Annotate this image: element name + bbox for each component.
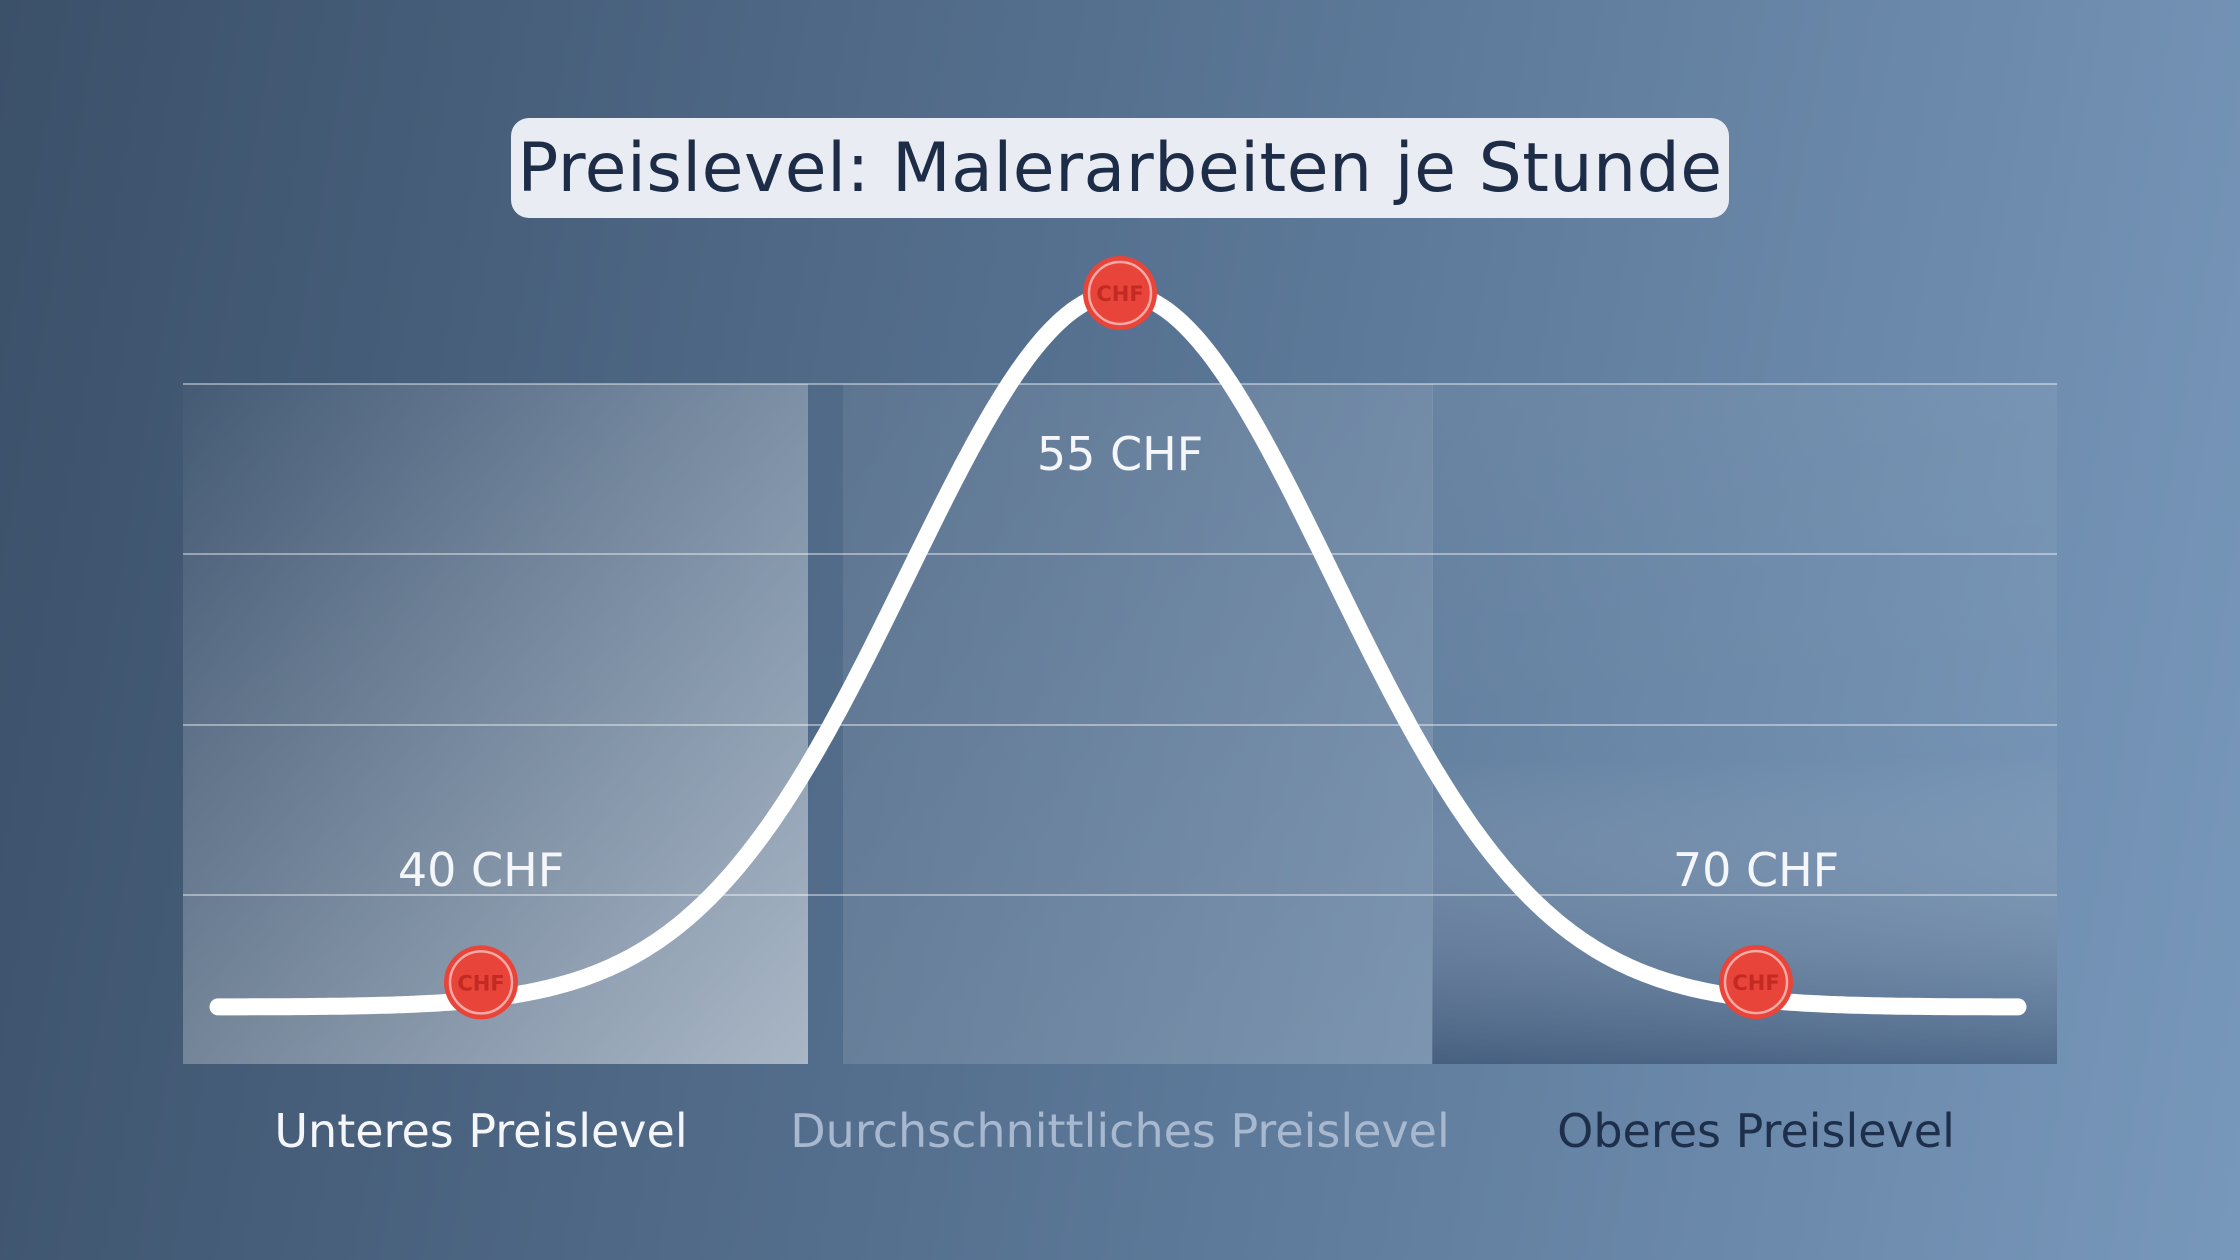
category-band-2	[843, 384, 1433, 1064]
data-point-3: CHF	[1719, 945, 1793, 1020]
data-point-1: CHF	[444, 945, 518, 1020]
marker-text: CHF	[457, 971, 504, 995]
data-label-1: 40 CHF	[398, 843, 564, 897]
marker-text: CHF	[1732, 971, 1779, 995]
chart-title: Preislevel: Malerarbeiten je Stunde	[517, 128, 1723, 208]
title-box: Preislevel: Malerarbeiten je Stunde	[511, 118, 1729, 218]
data-label-3: 70 CHF	[1673, 843, 1839, 897]
data-label-2: 55 CHF	[1037, 427, 1203, 481]
category-label-3: Oberes Preislevel	[1557, 1104, 1955, 1158]
category-label-1: Unteres Preislevel	[274, 1104, 687, 1158]
category-label-2: Durchschnittliches Preislevel	[790, 1104, 1450, 1158]
marker-text: CHF	[1096, 282, 1143, 306]
data-point-2: CHF	[1083, 256, 1157, 330]
